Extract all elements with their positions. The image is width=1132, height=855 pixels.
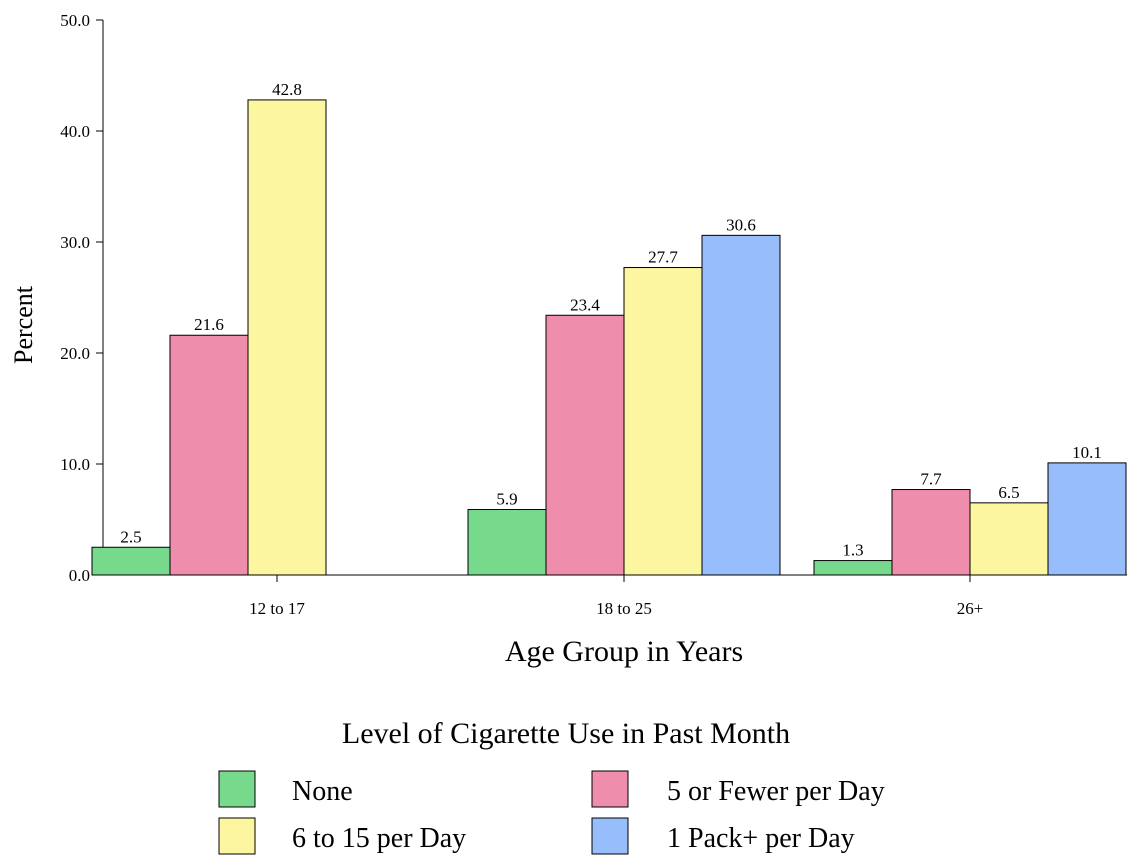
y-tick-label: 20.0 xyxy=(60,344,90,363)
data-label: 5.9 xyxy=(496,490,517,509)
data-label: 23.4 xyxy=(570,295,600,314)
data-label: 7.7 xyxy=(920,470,942,489)
bar xyxy=(467,509,547,576)
data-label: 21.6 xyxy=(194,315,224,334)
bar xyxy=(545,314,625,576)
legend-entry-label: None xyxy=(292,776,353,807)
legend-swatch xyxy=(591,770,629,808)
bar xyxy=(247,99,327,576)
bar xyxy=(891,489,971,576)
data-label: 10.1 xyxy=(1072,443,1102,462)
legend-entry-label: 5 or Fewer per Day xyxy=(667,776,885,807)
legend-swatch xyxy=(591,817,629,855)
legend: None 5 or Fewer per Day 6 to 15 per Day 1 P… xyxy=(218,770,885,855)
y-axis-title: Percent xyxy=(9,285,38,364)
y-tick-label: 50.0 xyxy=(60,11,90,30)
bar xyxy=(969,502,1049,576)
y-tick-label: 30.0 xyxy=(60,233,90,252)
data-label: 1.3 xyxy=(842,541,863,560)
legend-entry-label: 6 to 15 per Day xyxy=(292,823,466,854)
x-tick-label: 18 to 25 xyxy=(596,599,652,618)
legend-title: Level of Cigarette Use in Past Month xyxy=(342,717,790,750)
data-label: 27.7 xyxy=(648,248,678,267)
data-label: 30.6 xyxy=(726,215,756,234)
legend-entry-label: 1 Pack+ per Day xyxy=(667,823,855,854)
bar xyxy=(701,234,781,576)
data-label: 6.5 xyxy=(998,483,1019,502)
bar xyxy=(91,546,171,576)
bar xyxy=(169,334,249,576)
legend-swatch xyxy=(218,817,256,855)
y-tick-label: 0.0 xyxy=(69,566,90,585)
y-tick-label: 40.0 xyxy=(60,122,90,141)
x-tick-label: 26+ xyxy=(957,599,984,618)
y-tick-label: 10.0 xyxy=(60,455,90,474)
bar xyxy=(623,267,703,576)
bar xyxy=(813,560,893,576)
legend-swatch xyxy=(218,770,256,808)
x-tick-label: 12 to 17 xyxy=(249,599,305,618)
plot-area: 0.0 10.0 20.0 30.0 40.0 50.0 12 to 17 18 to 25 2… xyxy=(60,11,1127,618)
data-label: 2.5 xyxy=(120,527,141,546)
data-label: 42.8 xyxy=(272,80,302,99)
bar xyxy=(1047,462,1127,576)
x-axis-title: Age Group in Years xyxy=(505,635,743,668)
